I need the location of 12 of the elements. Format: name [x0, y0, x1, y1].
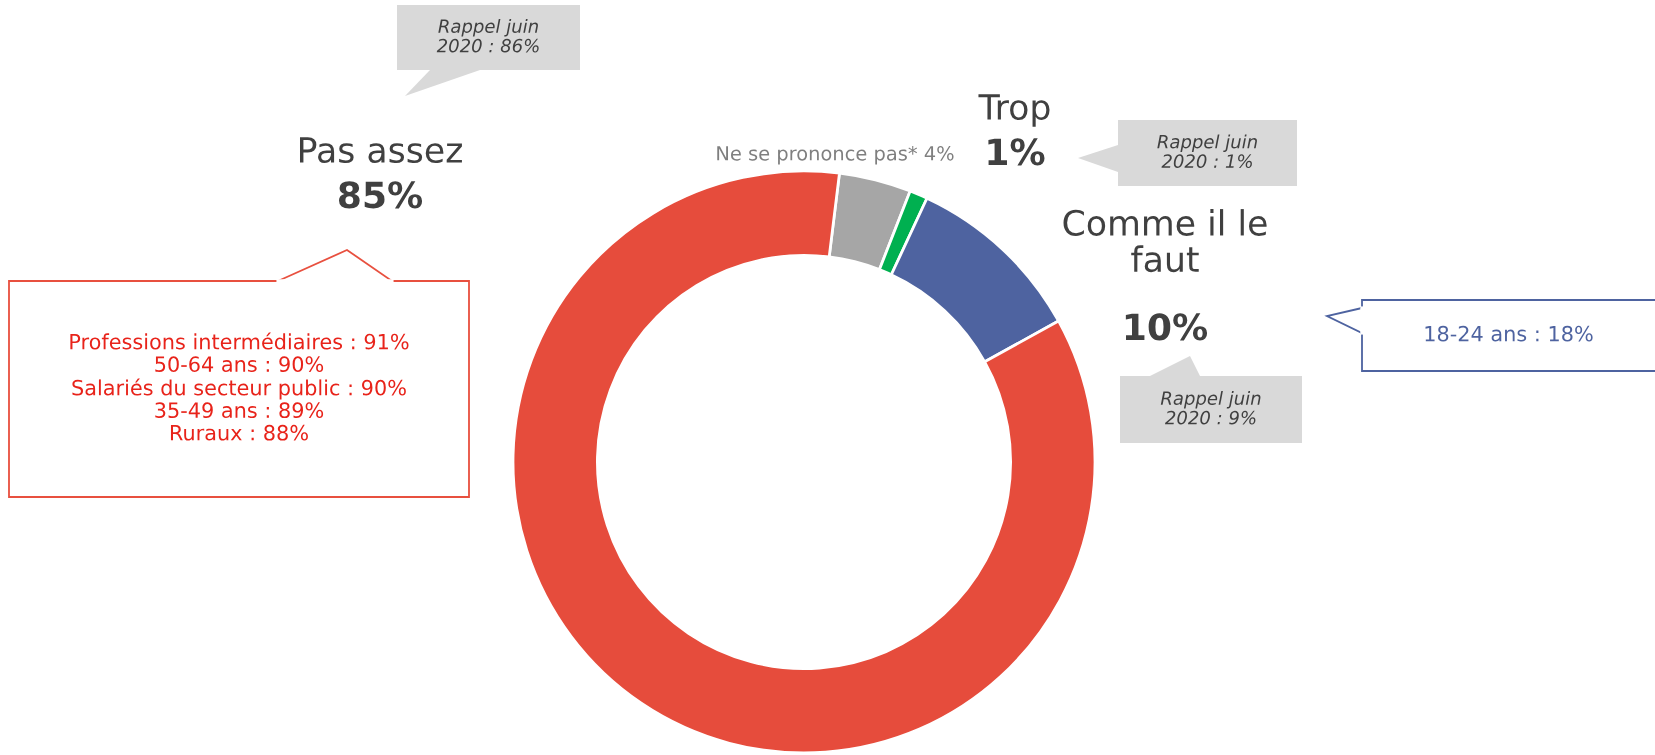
data-label: 10% — [1125, 313, 1208, 341]
slice-label: Pas assez — [300, 137, 462, 164]
slice-label: Trop — [978, 94, 1050, 127]
slice-label: Ne se prononce pas* 4% — [717, 145, 954, 165]
text: Professions intermédiaires : 91% 50-64 ans : 90% Salariés du secteur public : 90% 35-49 ans : 89% Ruraux : 88% — [70, 332, 409, 441]
text: Rappel juin 2020 : 86% — [436, 19, 539, 53]
data-label: 85% — [338, 181, 423, 209]
text: Rappel juin 2020 : 1% — [1157, 134, 1257, 169]
data-label: 1% — [988, 138, 1045, 166]
slice-label: Comme il le faut — [1063, 209, 1267, 273]
text: Rappel juin 2020 : 9% — [1160, 391, 1261, 425]
text: 18-24 ans : 18% — [1425, 325, 1593, 342]
